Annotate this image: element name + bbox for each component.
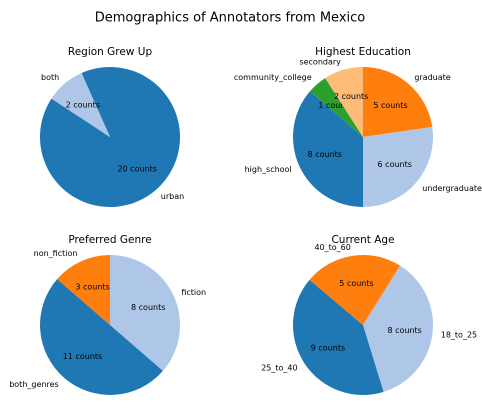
chart-title: Current Age bbox=[331, 234, 394, 246]
chart-title: Region Grew Up bbox=[68, 46, 153, 58]
pie-slice bbox=[310, 78, 363, 137]
slice-label: fiction bbox=[181, 288, 206, 297]
chart-title: Highest Education bbox=[315, 46, 411, 58]
slice-label: 25_to_40 bbox=[261, 364, 297, 373]
pie-slice bbox=[292, 279, 384, 395]
pie-slice bbox=[51, 73, 110, 137]
value-label: 8 counts bbox=[131, 303, 165, 312]
value-label: 1 counts bbox=[318, 101, 352, 110]
value-label: 3 counts bbox=[75, 282, 109, 291]
figure-title: Demographics of Annotators from Mexico bbox=[95, 11, 366, 26]
value-label: 2 counts bbox=[334, 92, 368, 101]
slice-label: urban bbox=[161, 192, 184, 201]
pie-slice bbox=[309, 255, 401, 325]
pie-slice bbox=[57, 255, 110, 325]
slice-label: both_genres bbox=[9, 380, 58, 389]
slice-label: non_fiction bbox=[34, 249, 78, 258]
value-label: 5 counts bbox=[339, 279, 373, 288]
value-label: 9 counts bbox=[311, 344, 345, 353]
slice-label: graduate bbox=[414, 73, 450, 82]
slice-label: 40_to_60 bbox=[314, 243, 350, 252]
value-label: 5 counts bbox=[373, 101, 407, 110]
pie-slice bbox=[40, 279, 163, 395]
chart-title: Preferred Genre bbox=[68, 234, 151, 246]
value-label: 8 counts bbox=[387, 326, 421, 335]
value-label: 11 counts bbox=[63, 352, 102, 361]
slice-label: secondary bbox=[299, 57, 341, 66]
pie-slice bbox=[363, 67, 433, 137]
pie-slice bbox=[40, 67, 180, 208]
slice-label: high_school bbox=[245, 165, 292, 174]
pie-slice bbox=[325, 67, 363, 137]
slice-label: both bbox=[41, 73, 59, 82]
pie-slice bbox=[363, 127, 433, 207]
slice-label: 18_to_25 bbox=[441, 331, 477, 340]
value-label: 2 counts bbox=[66, 100, 100, 109]
value-label: 20 counts bbox=[117, 165, 156, 174]
pie-slice bbox=[293, 91, 363, 207]
value-label: 8 counts bbox=[308, 150, 342, 159]
slice-label: undergraduate bbox=[422, 184, 482, 193]
pie-slice bbox=[110, 255, 180, 371]
slice-label: community_college bbox=[234, 73, 312, 82]
pie-slice bbox=[363, 265, 433, 392]
value-label: 6 counts bbox=[378, 160, 412, 169]
